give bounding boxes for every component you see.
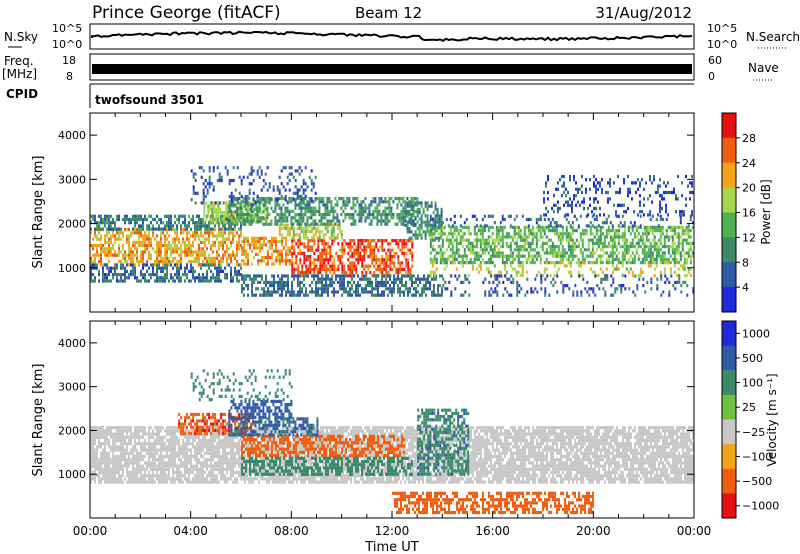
velocity-cbar-label-4: −25 [742, 426, 765, 439]
power-region-7 [228, 197, 419, 226]
velocity-cbar-seg-5 [722, 444, 736, 470]
velocity-region-5 [228, 417, 319, 437]
xaxis-title: Time UT [364, 540, 418, 554]
velocity-cbar-label-0: 1000 [742, 327, 770, 340]
freq-tick-top: 18 [62, 54, 76, 67]
freq-band [92, 64, 692, 74]
power-cbar-label-1: 8 [742, 256, 749, 269]
noise-left-label: N.Sky [4, 30, 38, 44]
noise-tick-bot-right: 10^0 [707, 38, 737, 51]
power-region-0 [90, 228, 242, 267]
velocity-cbar-seg-6 [722, 468, 736, 494]
power-region-4 [241, 236, 293, 266]
power-region-9 [404, 201, 443, 240]
power-ytick-label-3: 4000 [58, 129, 86, 142]
power-cbar-seg-1 [722, 137, 736, 164]
beam-title: Beam 12 [355, 4, 422, 22]
power-region-6 [278, 223, 343, 240]
time-tick-label-5: 20:00 [576, 524, 611, 538]
freq-tick-bot: 8 [66, 70, 73, 83]
noise-trace [91, 30, 693, 42]
power-region-10 [429, 225, 694, 265]
velocity-region-4 [241, 456, 413, 476]
date-title: 31/Aug/2012 [595, 4, 692, 22]
velocity-cbar-seg-4 [722, 419, 736, 445]
velocity-cbar-label: Velocity [m s⁻¹] [765, 373, 779, 466]
velocity-cbar-seg-7 [722, 493, 736, 519]
power-ytick-label-2: 3000 [58, 173, 86, 186]
cpid-panel: CPID twofsound 3501 [6, 83, 694, 108]
time-tick-label-3: 12:00 [375, 524, 410, 538]
power-cbar-seg-4 [722, 212, 736, 238]
time-tick-label-4: 16:00 [475, 524, 510, 538]
noise-tick-top-right: 10^5 [707, 22, 737, 35]
velocity-region-6 [392, 491, 594, 515]
velocity-cbar-seg-3 [722, 394, 736, 420]
power-cbar-seg-2 [722, 162, 736, 189]
velocity-cbar-label-7: −1000 [742, 500, 779, 513]
velocity-panel: 1000 2000 3000 4000 Slant Range [km] 1000 50… [31, 320, 779, 554]
velocity-cbar-seg-0 [722, 321, 736, 347]
power-cbar-seg-3 [722, 187, 736, 213]
power-region-13 [442, 274, 694, 297]
velocity-region-7 [417, 408, 470, 476]
power-cbar-label-3: 16 [742, 207, 756, 220]
power-region-15 [543, 174, 694, 217]
noise-right-label: N.Search [746, 30, 800, 44]
velocity-cbar-label-5: −100 [742, 450, 772, 463]
velocity-cbar-label-3: 25 [742, 401, 756, 414]
power-cbar-seg-6 [722, 262, 736, 288]
freq-label: Freq. [4, 54, 34, 68]
power-cbar-label-4: 20 [742, 182, 756, 195]
velocity-ylabel: Slant Range [km] [31, 364, 46, 477]
velocity-cbar-label-6: −500 [742, 475, 772, 488]
nave-tick-bot: 0 [708, 70, 715, 83]
velocity-ytick-label-0: 1000 [58, 468, 86, 481]
power-cbar-label: Power [dB] [759, 179, 773, 244]
velocity-cbar-seg-2 [722, 370, 736, 396]
noise-tick-bot-left: 10^0 [52, 38, 82, 51]
power-region-5 [291, 239, 414, 278]
velocity-ytick-label-3: 4000 [58, 337, 86, 350]
power-ytick-label-1: 2000 [58, 218, 86, 231]
power-region-14 [190, 166, 317, 205]
cpid-mode: twofsound 3501 [95, 93, 204, 107]
velocity-cbar-seg-1 [722, 345, 736, 371]
power-region-2 [90, 263, 242, 283]
power-ytick-label-0: 1000 [58, 262, 86, 275]
velocity-region-3 [241, 434, 405, 458]
cpid-label: CPID [6, 87, 38, 101]
power-region-12 [429, 214, 694, 228]
station-title: Prince George (fitACF) [92, 3, 281, 23]
velocity-region-8 [190, 369, 293, 402]
nave-tick-top: 60 [708, 54, 722, 67]
freq-unit: [MHz] [2, 67, 37, 81]
power-region-8 [241, 274, 443, 297]
power-cbar-label-2: 12 [742, 231, 756, 244]
power-panel: 1000 2000 3000 4000 Slant Range [km] 4 8 12 16… [31, 112, 773, 313]
velocity-ytick-label-2: 3000 [58, 381, 86, 394]
noise-panel: N.Sky 10^5 10^0 10^5 10^0 N.Search [4, 22, 800, 51]
nave-label: Nave [748, 61, 779, 75]
power-cbar-seg-7 [722, 287, 736, 313]
freq-panel: Freq. [MHz] 18 8 60 0 Nave [2, 53, 779, 83]
power-cbar-seg-5 [722, 237, 736, 263]
power-cbar-label-6: 28 [742, 132, 756, 145]
velocity-cbar-label-1: 500 [742, 352, 763, 365]
noise-tick-top-left: 10^5 [52, 22, 82, 35]
power-cbar-label-0: 4 [742, 281, 749, 294]
time-tick-label-1: 04:00 [173, 524, 208, 538]
time-tick-label-0: 00:00 [73, 524, 108, 538]
velocity-ytick-label-1: 2000 [58, 424, 86, 437]
power-cbar-seg-0 [722, 113, 736, 139]
time-tick-label-6: 00:00 [677, 524, 712, 538]
power-cbar-label-5: 24 [742, 157, 756, 170]
power-ylabel: Slant Range [km] [31, 156, 46, 269]
time-tick-label-2: 08:00 [274, 524, 309, 538]
velocity-cbar-label-2: 100 [742, 377, 763, 390]
